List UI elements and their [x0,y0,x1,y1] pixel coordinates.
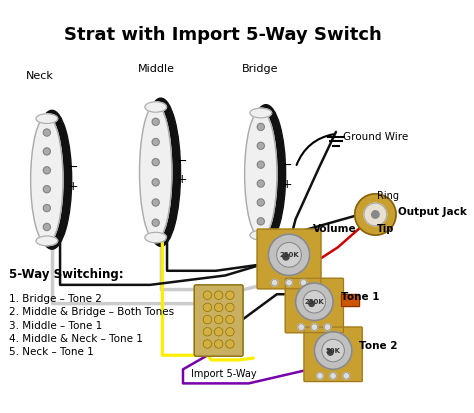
Circle shape [257,199,264,206]
Text: 2. Middle & Bridge – Both Tones: 2. Middle & Bridge – Both Tones [9,307,174,317]
Text: Middle: Middle [138,64,175,74]
Circle shape [330,373,337,379]
Circle shape [268,234,310,275]
Circle shape [43,129,50,136]
Circle shape [226,291,234,299]
Circle shape [214,303,223,311]
Text: 50K: 50K [326,348,341,354]
Ellipse shape [141,98,181,247]
Circle shape [309,301,314,306]
Text: −: − [282,159,292,172]
Circle shape [214,328,223,336]
Circle shape [43,223,50,230]
Text: 250K: 250K [279,252,299,258]
Circle shape [43,167,50,174]
Circle shape [152,159,159,166]
Circle shape [226,328,234,336]
Ellipse shape [245,110,277,238]
Text: Output Jack: Output Jack [398,206,467,217]
Ellipse shape [250,230,272,240]
Circle shape [328,350,333,355]
Circle shape [257,218,264,225]
Circle shape [298,324,304,330]
Text: Tone 1: Tone 1 [341,292,379,302]
Text: −: − [68,161,78,174]
Circle shape [300,280,307,286]
Ellipse shape [145,102,166,112]
Circle shape [214,316,223,324]
Ellipse shape [36,114,58,123]
Circle shape [296,283,333,320]
Circle shape [314,332,352,369]
Circle shape [271,280,278,286]
Circle shape [214,291,223,299]
Circle shape [311,324,318,330]
Circle shape [257,123,264,131]
Circle shape [226,303,234,311]
Circle shape [322,339,345,362]
Text: +: + [176,173,187,186]
Text: +: + [68,180,78,193]
Text: Volume: Volume [312,223,356,234]
Text: Ring: Ring [377,191,399,201]
Ellipse shape [31,116,63,244]
Text: 5-Way Switching:: 5-Way Switching: [9,268,124,281]
Ellipse shape [139,104,172,240]
Circle shape [43,148,50,155]
Text: Ground Wire: Ground Wire [344,132,409,142]
Circle shape [286,280,292,286]
Circle shape [226,340,234,348]
Circle shape [43,186,50,193]
Text: +: + [282,178,292,191]
Ellipse shape [145,232,166,243]
Circle shape [226,316,234,324]
Ellipse shape [32,110,72,249]
Ellipse shape [250,108,272,118]
Text: Tip: Tip [377,223,395,234]
Text: Tone 2: Tone 2 [359,341,398,351]
Text: 3. Middle – Tone 1: 3. Middle – Tone 1 [9,320,103,330]
Circle shape [203,328,211,336]
Circle shape [372,211,379,218]
FancyBboxPatch shape [194,285,243,356]
Circle shape [283,254,289,260]
Text: 250K: 250K [304,299,324,305]
Circle shape [203,303,211,311]
Circle shape [277,242,301,267]
Circle shape [355,194,396,235]
Circle shape [152,118,159,126]
Text: 1. Bridge – Tone 2: 1. Bridge – Tone 2 [9,294,102,304]
Circle shape [257,142,264,150]
Text: 4. Middle & Neck – Tone 1: 4. Middle & Neck – Tone 1 [9,334,143,344]
Circle shape [303,290,326,313]
FancyBboxPatch shape [285,278,344,333]
Circle shape [152,138,159,145]
FancyBboxPatch shape [257,229,321,289]
Circle shape [152,199,159,206]
Circle shape [364,203,387,226]
Circle shape [203,340,211,348]
Circle shape [343,373,349,379]
Bar [341,294,359,306]
FancyBboxPatch shape [304,327,362,382]
Text: Bridge: Bridge [242,64,279,74]
Text: Strat with Import 5-Way Switch: Strat with Import 5-Way Switch [64,26,381,44]
Circle shape [324,324,331,330]
Circle shape [257,161,264,168]
Text: Neck: Neck [26,71,54,81]
Ellipse shape [36,236,58,246]
Bar [341,294,359,306]
Circle shape [43,204,50,211]
Circle shape [152,219,159,226]
Circle shape [203,291,211,299]
Circle shape [152,179,159,186]
Circle shape [214,340,223,348]
Ellipse shape [246,104,286,244]
Circle shape [203,316,211,324]
Text: Import 5-Way: Import 5-Way [191,369,256,379]
Circle shape [257,180,264,187]
Circle shape [317,373,323,379]
Text: −: − [176,154,187,168]
Text: 5. Neck – Tone 1: 5. Neck – Tone 1 [9,347,94,357]
